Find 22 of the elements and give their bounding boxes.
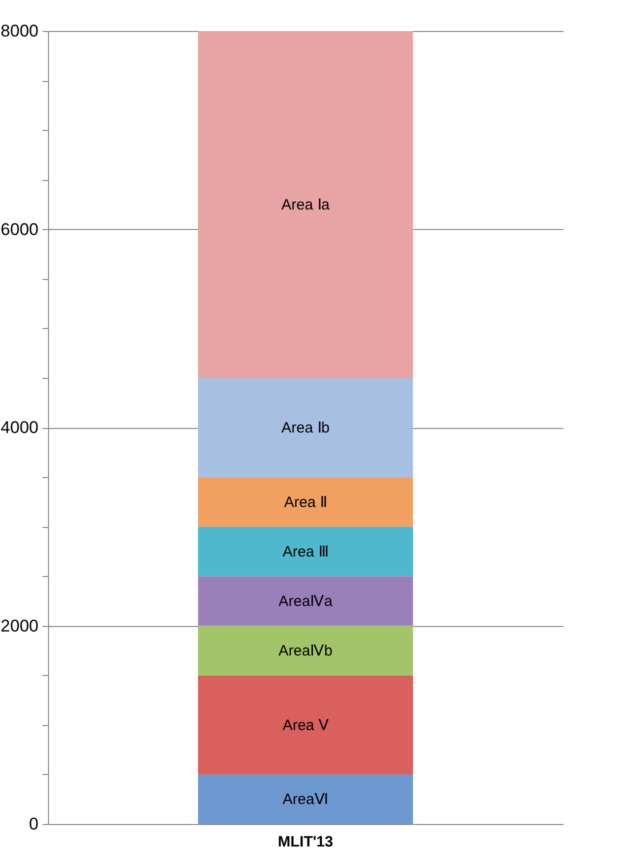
bar: [198, 626, 413, 676]
series-label: Area Ⅰb: [281, 420, 330, 436]
series-label: Area Ⅰa: [281, 196, 330, 214]
y-tick-label: 2000: [0, 616, 38, 636]
series-label: Area Ⅲ: [282, 543, 328, 560]
y-tick-label: 0: [29, 814, 38, 834]
y-tick-label: 4000: [0, 418, 38, 437]
bar: [198, 774, 413, 824]
y-tick-label: 6000: [0, 220, 38, 239]
series-label: Area Ⅴ: [282, 716, 330, 734]
bar: [198, 576, 413, 626]
bar: [198, 526, 413, 576]
series-label: Area Ⅱ: [284, 494, 327, 511]
bar: [198, 477, 413, 527]
series-label: AreaⅥ: [282, 791, 328, 808]
bar: [198, 31, 413, 378]
series-label: AreaⅣb: [278, 642, 333, 660]
y-tick-label: 8000: [0, 22, 38, 40]
bar: [198, 675, 413, 774]
x-tick-label: MLIT'13: [278, 834, 334, 850]
bar: [198, 378, 413, 478]
series-label: AreaⅣa: [278, 592, 334, 610]
